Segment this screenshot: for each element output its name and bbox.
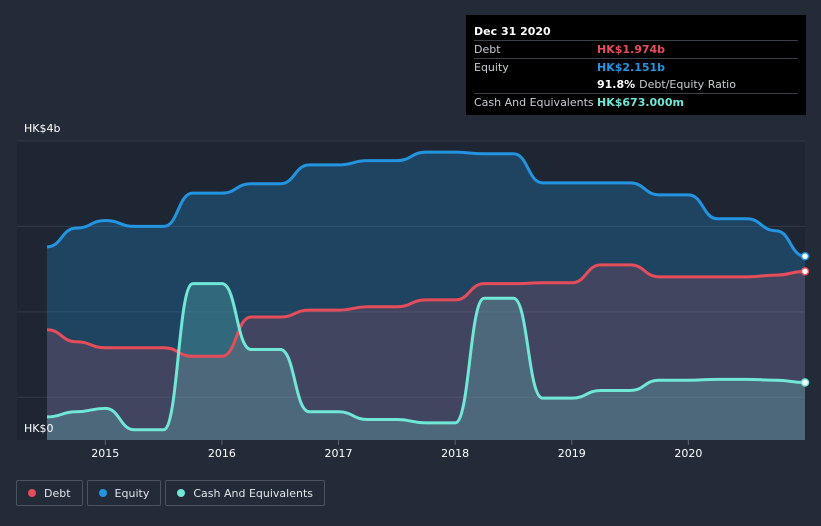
legend-label-equity: Equity — [114, 486, 150, 500]
x-tick-label: 2016 — [208, 447, 236, 460]
x-tick-label: 2015 — [91, 447, 119, 460]
data-tooltip: Dec 31 2020 Debt HK$1.974b Equity HK$2.1… — [466, 15, 806, 115]
x-tick-label: 2020 — [674, 447, 702, 460]
legend-item-debt[interactable]: Debt — [16, 480, 83, 506]
tooltip-cash-label: Cash And Equivalents — [474, 96, 594, 109]
cash-and-equivalents-line — [46, 282, 806, 432]
equity-dot-icon — [98, 489, 107, 497]
legend-item-cash[interactable]: Cash And Equivalents — [165, 480, 325, 506]
tooltip-debt-value: HK$1.974b — [597, 43, 666, 56]
equity-area — [47, 152, 805, 441]
debt-dot-icon — [28, 489, 36, 497]
debt-line — [46, 263, 806, 358]
cash-dot-icon — [177, 489, 186, 497]
cash-and-equivalents-endpoint — [800, 378, 810, 387]
chart-legend: Debt Equity Cash And Equivalents — [16, 480, 325, 506]
tooltip-equity-value: HK$2.151b — [597, 61, 666, 74]
debt-endpoint — [800, 267, 810, 276]
legend-label-debt: Debt — [44, 486, 71, 500]
x-tick-label: 2017 — [325, 447, 353, 460]
tooltip-cash-value: HK$673.000m — [597, 96, 684, 109]
plot-background — [17, 141, 805, 440]
x-tick-label: 2018 — [441, 447, 469, 460]
equity-endpoint — [800, 251, 810, 261]
tooltip-date: Dec 31 2020 — [474, 25, 551, 38]
x-tick-label: 2019 — [558, 447, 586, 460]
tooltip-debt-label: Debt — [474, 43, 501, 56]
debt-area — [47, 264, 805, 440]
tooltip-ratio-label: Debt/Equity Ratio — [639, 78, 736, 91]
y-axis-bottom-label: HK$0 — [24, 422, 53, 435]
tooltip-equity-label: Equity — [474, 61, 509, 74]
y-axis-top-label: HK$4b — [24, 122, 60, 135]
legend-label-cash: Cash And Equivalents — [193, 486, 313, 500]
legend-item-equity[interactable]: Equity — [86, 480, 162, 506]
equity-line — [46, 150, 806, 258]
tooltip-ratio-value: 91.8% — [597, 78, 636, 91]
